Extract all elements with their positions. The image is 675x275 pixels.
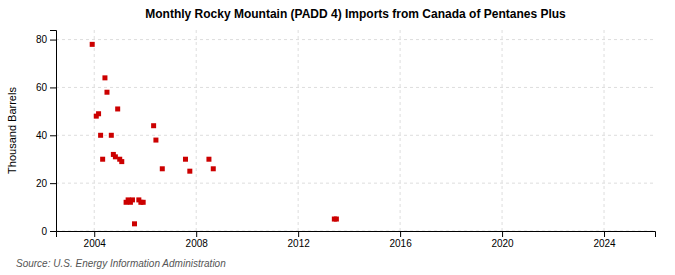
x-grid-line [196,30,197,231]
y-tick-mark [50,87,56,88]
y-tick-label: 0 [41,226,47,237]
y-tick: 60 [36,82,56,93]
y-tick-label: 20 [36,178,48,189]
x-tick-label: 2012 [288,238,311,249]
x-tick-label: 2004 [84,238,107,249]
point [151,123,156,128]
x-axis: 2004 2008 2012 2016 2020 2024 [57,231,656,249]
point [109,133,114,138]
y-tick: 20 [36,178,56,189]
y-grid-line [56,183,655,184]
point [100,157,105,162]
x-grid-line [502,30,503,231]
point [187,169,192,174]
chart: 2004 2008 2012 2016 2020 2024 0 20 40 60 80 Monthly… [0,0,675,275]
point [183,157,188,162]
point [90,42,95,47]
y-axis-title: Thousand Barrels [6,87,18,174]
y-tick-mark [50,183,56,184]
point [211,166,216,171]
y-tick-label: 60 [36,82,48,93]
x-grid-line [400,30,401,231]
x-tick-mark [298,231,299,237]
x-tick-mark [604,231,605,237]
y-tick-label: 40 [36,130,48,141]
point [115,106,120,111]
point [206,157,211,162]
point [132,221,137,226]
point [104,90,109,95]
grid [56,30,655,231]
point [113,154,118,159]
point [153,138,158,143]
y-tick: 80 [36,34,56,45]
x-grid-line [94,30,95,231]
point [119,159,124,164]
x-tick-mark [94,231,95,237]
y-grid-line [56,135,655,136]
y-tick-label: 80 [36,34,48,45]
y-tick: 40 [36,130,56,141]
x-tick: 2016 [389,231,412,249]
y-tick-mark [50,231,56,232]
x-tick: 2004 [84,231,107,249]
points [90,42,339,226]
point [102,75,107,80]
y-grid-line [56,87,655,88]
x-grid-line [298,30,299,231]
x-tick-label: 2024 [593,238,616,249]
point [141,200,146,205]
x-tick-mark [400,231,401,237]
point [130,197,135,202]
x-grid-line [604,30,605,231]
point [160,166,165,171]
y-tick-mark [50,135,56,136]
y-tick: 0 [41,226,56,237]
y-axis-line [50,31,57,232]
x-tick-mark [502,231,503,237]
x-tick: 2008 [186,231,209,249]
x-tick-label: 2016 [389,238,412,249]
title: Monthly Rocky Mountain (PADD 4) Imports … [145,7,566,21]
x-tick: 2012 [288,231,311,249]
point [334,217,339,222]
y-tick-mark [50,40,56,41]
point [96,111,101,116]
point [98,133,103,138]
x-tick-label: 2020 [491,238,514,249]
x-tick: 2020 [491,231,514,249]
y-axis: 0 20 40 60 80 [36,31,57,237]
x-tick: 2024 [593,231,616,249]
x-tick-mark [196,231,197,237]
y-grid-line [56,39,655,40]
x-tick-label: 2008 [186,238,209,249]
annotation: Source: U.S. Energy Information Administ… [16,258,226,269]
x-axis-line [57,232,656,238]
